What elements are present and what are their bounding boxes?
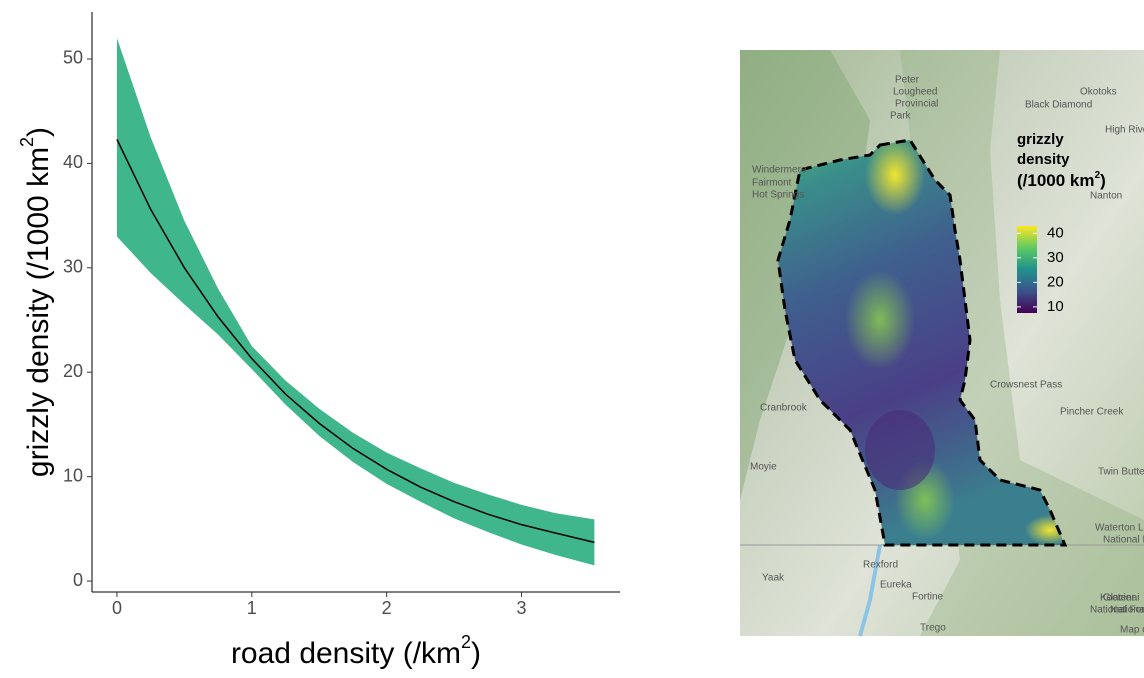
place-label: Provincial [895,99,938,110]
fit-line [117,139,594,542]
y-tick-label: 50 [63,48,83,68]
x-tick-label: 3 [517,598,527,618]
x-axis-title: road density (/km2) [231,632,481,670]
x-axis-title-main: road density (/km [231,637,461,670]
colorbar-label: 20 [1047,273,1064,290]
x-tick-label: 0 [112,598,122,618]
place-label: Peter [895,75,920,86]
y-tick-label: 10 [63,465,83,485]
legend-unit: (/1000 km2) [1017,170,1106,191]
legend-title: density [1017,151,1070,168]
y-tick-label: 40 [63,152,83,172]
place-label: Rexford [863,560,898,571]
y-tick-label: 30 [63,257,83,277]
place-label: Twin Butte [1098,467,1144,478]
place-label: Yaak [762,573,785,584]
legend-title: grizzly [1017,131,1064,148]
place-label: Fortine [912,592,944,603]
figure: 010203040500123road density (/km2)grizzl… [0,0,1144,673]
place-label: Trego [920,623,946,634]
map: Okotoks Black Diamond High River Nanton Pinc… [740,50,1144,636]
place-label: High River [1105,125,1144,136]
place-label: National Pa [1110,605,1144,616]
y-tick-label: 20 [63,361,83,381]
place-label: Lougheed [893,87,938,98]
colorbar-label: 30 [1047,249,1064,266]
confidence-ribbon [117,38,594,565]
colorbar [1017,226,1037,313]
place-label: Map data [1120,625,1144,636]
place-label: Okotoks [1080,87,1117,98]
place-label: Park [890,111,912,122]
place-label: National Park [1103,535,1144,546]
place-label: Cranbrook [760,403,808,414]
legend-unit-end: ) [1100,171,1106,190]
y-axis-title-sup: 2 [17,137,37,147]
place-label: Hot Springs [752,190,804,201]
place-label: Fairmont [752,178,792,189]
place-label: Pincher Creek [1060,407,1124,418]
x-axis-title-end: ) [471,637,481,670]
x-tick-label: 1 [247,598,257,618]
y-tick-label: 0 [73,570,83,590]
place-label: Waterton Lakes [1095,523,1144,534]
place-label: Black Diamond [1025,100,1092,111]
colorbar-label: 10 [1047,298,1064,315]
colorbar-label: 40 [1047,224,1064,241]
legend-unit-main: (/1000 km [1017,171,1095,190]
place-label: Eureka [880,580,912,591]
y-axis-title-main: grizzly density (/1000 km [22,147,55,477]
place-label: Crowsnest Pass [990,380,1062,391]
x-tick-label: 2 [382,598,392,618]
place-label: Windermere [752,165,807,176]
place-label: Moyie [750,462,777,473]
y-axis-title-end: ) [22,127,55,137]
x-axis-title-sup: 2 [461,632,471,652]
place-label: Nanton [1090,191,1122,202]
place-label: Glacier [1103,593,1135,604]
y-axis-title: grizzly density (/1000 km2) [17,127,55,477]
